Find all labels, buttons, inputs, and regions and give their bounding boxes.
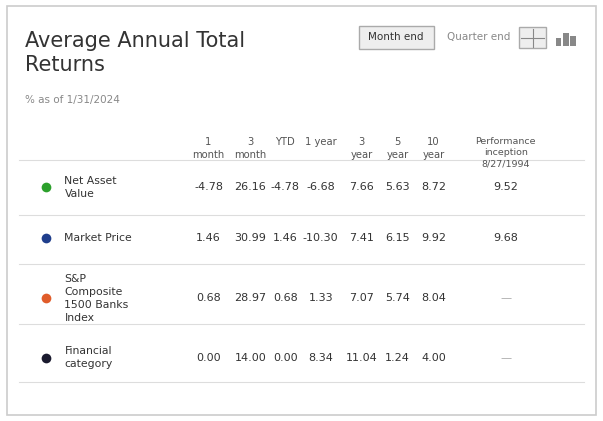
Text: 26.16: 26.16 (235, 182, 267, 192)
Text: 0.00: 0.00 (196, 353, 221, 363)
Text: 9.68: 9.68 (493, 233, 518, 242)
Text: 1 year: 1 year (305, 137, 336, 147)
Text: Performance
inception
8/27/1994: Performance inception 8/27/1994 (475, 137, 536, 168)
Text: 5.74: 5.74 (385, 293, 410, 303)
Text: -4.78: -4.78 (194, 182, 223, 192)
Text: 7.41: 7.41 (349, 233, 374, 242)
Text: 9.52: 9.52 (493, 182, 518, 192)
Text: 0.68: 0.68 (196, 293, 221, 303)
Text: Financial
category: Financial category (65, 346, 113, 369)
Text: 7.07: 7.07 (349, 293, 374, 303)
Text: Month end: Month end (368, 32, 424, 42)
Text: -6.68: -6.68 (306, 182, 335, 192)
Text: 0.68: 0.68 (273, 293, 298, 303)
Text: YTD: YTD (276, 137, 295, 147)
Text: 1.46: 1.46 (273, 233, 298, 242)
Text: 6.15: 6.15 (385, 233, 410, 242)
FancyBboxPatch shape (359, 26, 434, 49)
Text: Market Price: Market Price (65, 233, 132, 242)
Text: —: — (500, 293, 511, 303)
Text: 11.04: 11.04 (346, 353, 377, 363)
Text: Net Asset
Value: Net Asset Value (65, 176, 117, 199)
Text: 8.04: 8.04 (421, 293, 446, 303)
Text: 5.63: 5.63 (385, 182, 410, 192)
Text: 9.92: 9.92 (421, 233, 446, 242)
FancyBboxPatch shape (556, 38, 561, 46)
Text: 7.66: 7.66 (349, 182, 374, 192)
Text: 28.97: 28.97 (235, 293, 267, 303)
Text: S&P
Composite
1500 Banks
Index: S&P Composite 1500 Banks Index (65, 274, 128, 322)
Text: 14.00: 14.00 (235, 353, 267, 363)
Text: 3
year: 3 year (350, 137, 373, 160)
Text: 3
month: 3 month (235, 137, 267, 160)
Text: 30.99: 30.99 (235, 233, 267, 242)
Text: 1
month: 1 month (192, 137, 224, 160)
Text: 4.00: 4.00 (421, 353, 446, 363)
FancyBboxPatch shape (570, 36, 576, 46)
Text: 8.34: 8.34 (308, 353, 333, 363)
Text: -4.78: -4.78 (271, 182, 300, 192)
Text: Average Annual Total
Returns: Average Annual Total Returns (25, 31, 245, 75)
FancyBboxPatch shape (7, 5, 596, 416)
FancyBboxPatch shape (519, 27, 546, 48)
Text: 10
year: 10 year (423, 137, 444, 160)
Text: —: — (500, 353, 511, 363)
FancyBboxPatch shape (563, 33, 569, 46)
Text: 0.00: 0.00 (273, 353, 298, 363)
Text: 1.33: 1.33 (308, 293, 333, 303)
Text: 1.46: 1.46 (196, 233, 221, 242)
Text: 5
year: 5 year (387, 137, 409, 160)
Text: -10.30: -10.30 (303, 233, 338, 242)
Text: 8.72: 8.72 (421, 182, 446, 192)
Text: % as of 1/31/2024: % as of 1/31/2024 (25, 96, 120, 106)
Text: Quarter end: Quarter end (447, 32, 510, 42)
Text: 1.24: 1.24 (385, 353, 410, 363)
